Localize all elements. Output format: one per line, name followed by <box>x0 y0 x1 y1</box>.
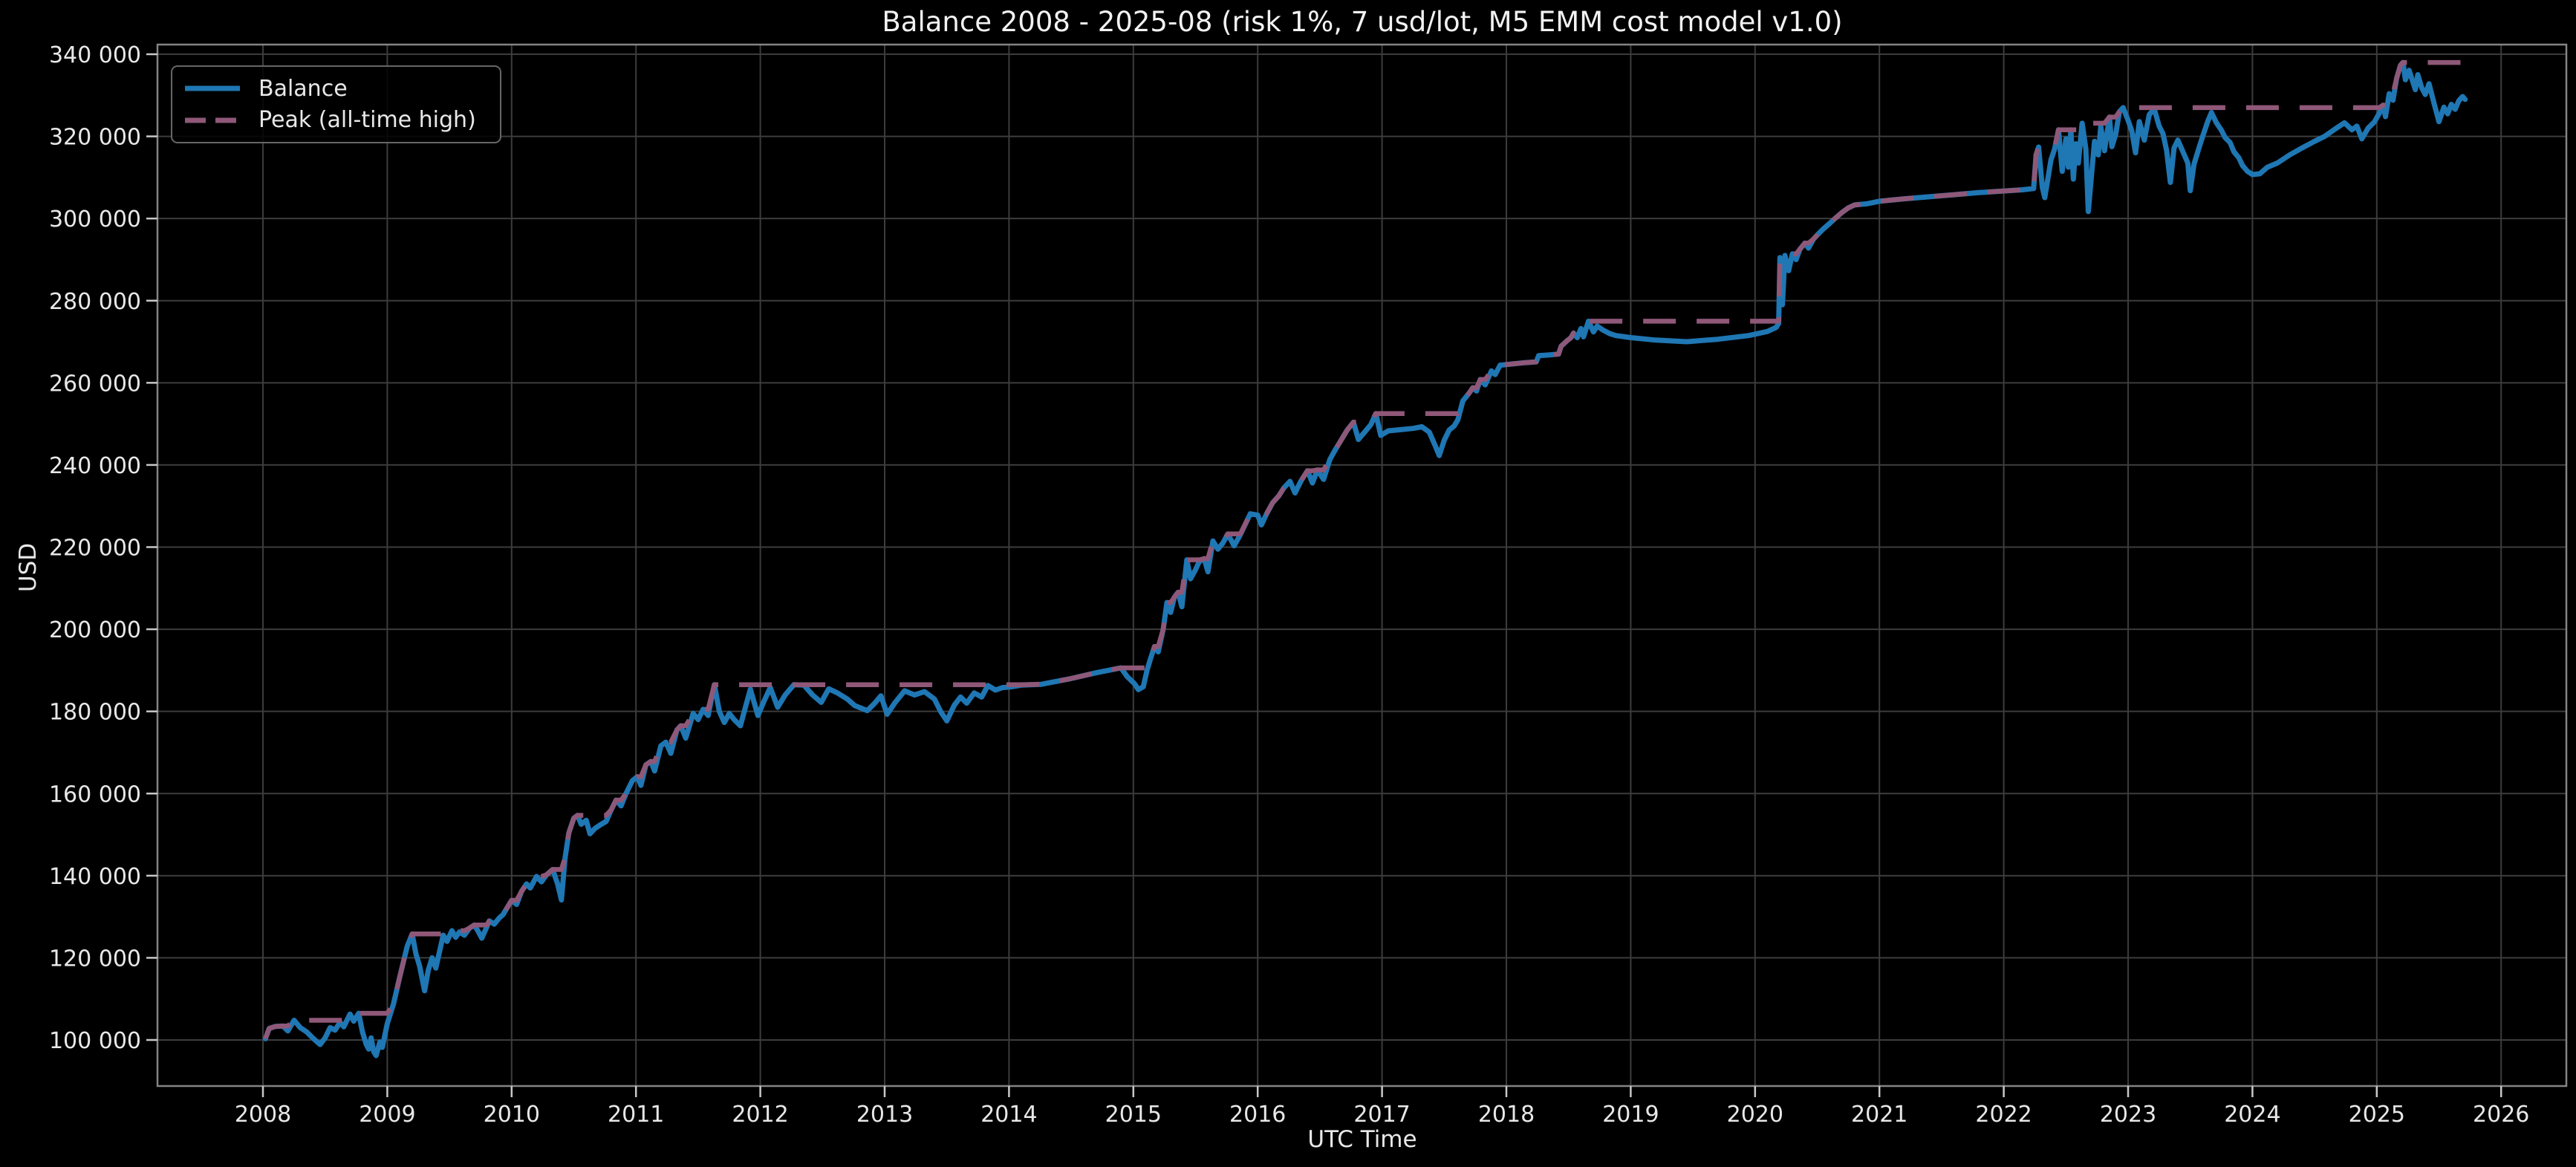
y-tick-label: 140 000 <box>49 864 141 890</box>
peak-dashed-line-swatch-icon <box>185 117 240 123</box>
y-tick-label: 120 000 <box>49 946 141 972</box>
peak-series-line <box>263 59 2465 1040</box>
x-tick-label: 2008 <box>235 1102 291 1128</box>
x-tick-label: 2021 <box>1851 1102 1907 1128</box>
x-tick-label: 2017 <box>1353 1102 1410 1128</box>
balance-series-line <box>262 59 2468 1059</box>
y-axis-label: USD <box>15 542 42 593</box>
legend-label-balance: Balance <box>258 75 348 102</box>
legend: Balance Peak (all-time high) <box>171 65 501 143</box>
x-tick-label: 2009 <box>359 1102 415 1128</box>
legend-label-peak: Peak (all-time high) <box>258 107 476 134</box>
x-tick-label: 2011 <box>608 1102 664 1128</box>
x-tick-label: 2010 <box>484 1102 540 1128</box>
y-tick-label: 220 000 <box>49 536 141 562</box>
balance-line-swatch-icon <box>185 85 240 91</box>
chart-title: Balance 2008 - 2025-08 (risk 1%, 7 usd/l… <box>882 6 1843 38</box>
x-tick-label: 2019 <box>1602 1102 1659 1128</box>
axis-ticks <box>146 53 2502 1097</box>
x-tick-label: 2020 <box>1727 1102 1783 1128</box>
y-tick-label: 280 000 <box>49 289 141 315</box>
y-tick-label: 180 000 <box>49 700 141 726</box>
x-tick-label: 2014 <box>980 1102 1037 1128</box>
x-axis-label: UTC Time <box>1307 1126 1417 1153</box>
x-tick-label: 2023 <box>2100 1102 2156 1128</box>
gridlines <box>157 45 2566 1086</box>
y-tick-label: 160 000 <box>49 781 141 807</box>
y-tick-label: 260 000 <box>49 371 141 397</box>
x-tick-label: 2016 <box>1229 1102 1286 1128</box>
x-tick-label: 2024 <box>2224 1102 2280 1128</box>
x-tick-label: 2022 <box>1975 1102 2032 1128</box>
x-tick-label: 2025 <box>2349 1102 2405 1128</box>
x-tick-label: 2015 <box>1105 1102 1162 1128</box>
x-tick-label: 2026 <box>2473 1102 2529 1128</box>
y-tick-label: 340 000 <box>49 42 141 68</box>
x-tick-label: 2018 <box>1478 1102 1535 1128</box>
y-tick-label: 100 000 <box>49 1028 141 1054</box>
y-tick-label: 300 000 <box>49 207 141 233</box>
y-tick-label: 320 000 <box>49 125 141 151</box>
tick-labels: 2008 2009 2010 2011 2012 2013 2014 2015 2016 2017… <box>49 42 2529 1128</box>
x-tick-label: 2012 <box>732 1102 788 1128</box>
data-series <box>262 59 2468 1059</box>
y-tick-label: 200 000 <box>49 617 141 643</box>
legend-item-balance: Balance <box>183 73 489 105</box>
y-tick-label: 240 000 <box>49 453 141 479</box>
x-tick-label: 2013 <box>856 1102 913 1128</box>
legend-item-peak: Peak (all-time high) <box>183 105 489 137</box>
plot-border <box>156 43 2568 1088</box>
axes-spines <box>156 43 2568 1088</box>
